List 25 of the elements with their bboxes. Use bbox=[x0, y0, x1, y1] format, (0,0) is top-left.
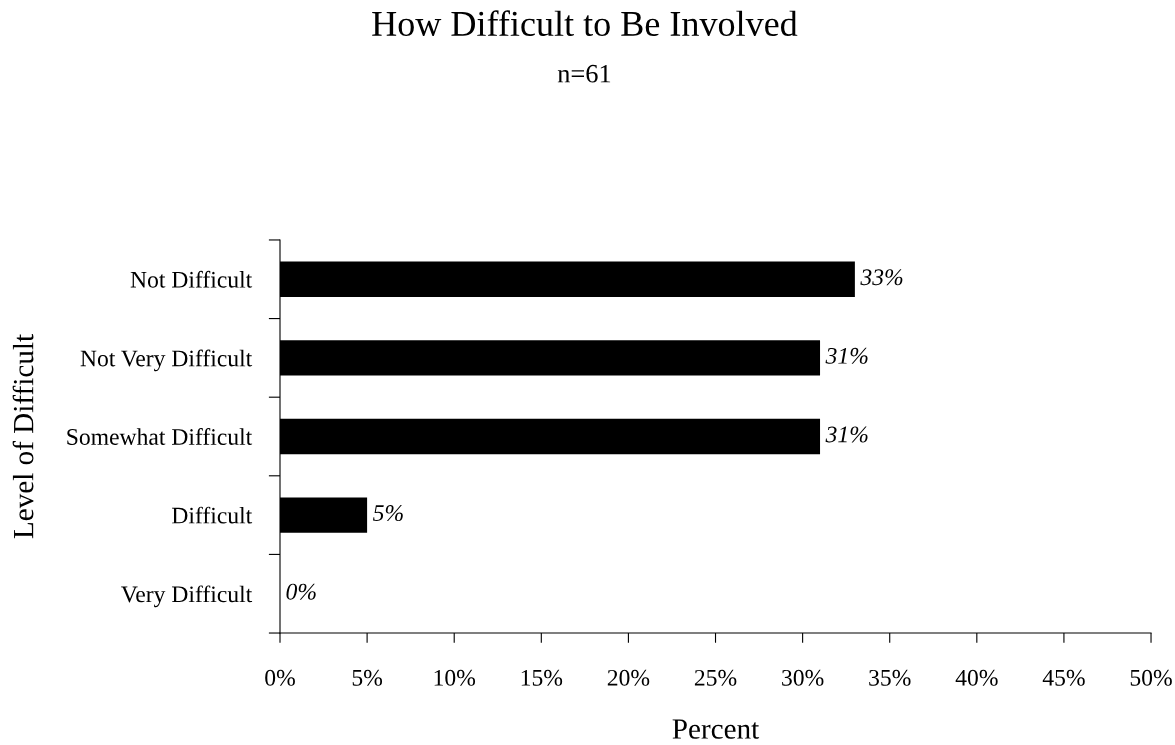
x-tick-label: 5% bbox=[352, 669, 383, 686]
x-tick-label: 0% bbox=[265, 669, 295, 686]
chart-subtitle: n=61 bbox=[557, 64, 611, 83]
x-tick-label: 25% bbox=[694, 669, 737, 686]
x-tick-label: 15% bbox=[521, 669, 563, 686]
y-tick-label: Somewhat Difficult bbox=[67, 428, 253, 445]
data-label: 33% bbox=[860, 269, 903, 286]
x-tick-label: 20% bbox=[607, 669, 650, 686]
chart-title: How Difficult to Be Involved bbox=[372, 10, 798, 37]
y-tick-label: Difficult bbox=[172, 506, 253, 524]
x-tick-label: 30% bbox=[782, 669, 824, 686]
y-axis-title: Level of Difficult bbox=[12, 334, 34, 539]
y-tick-label: Not Very Difficult bbox=[80, 349, 253, 372]
x-tick-label: 50% bbox=[1130, 669, 1172, 686]
y-tick-label: Not Difficult bbox=[130, 270, 253, 288]
x-axis-title: Percent bbox=[672, 719, 760, 739]
data-label: 0% bbox=[286, 583, 316, 600]
x-tick-label: 35% bbox=[869, 669, 911, 686]
data-label: 5% bbox=[373, 505, 403, 522]
x-tick-label: 45% bbox=[1042, 669, 1085, 686]
data-label: 31% bbox=[825, 426, 868, 443]
x-tick-label: 10% bbox=[434, 669, 476, 686]
data-label: 31% bbox=[825, 347, 868, 364]
x-tick-label: 40% bbox=[955, 669, 998, 686]
y-tick-label: Very Difficult bbox=[121, 585, 253, 608]
